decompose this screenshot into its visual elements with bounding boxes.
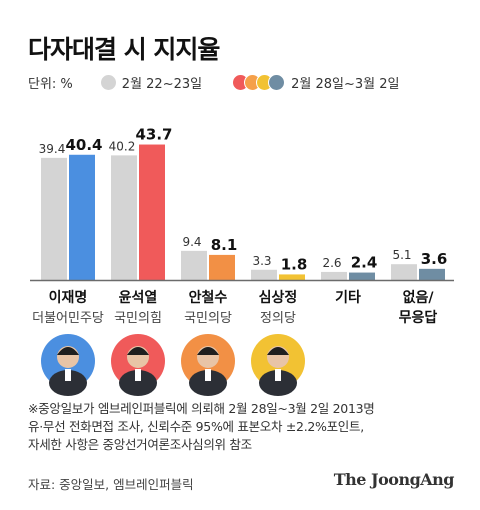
- bar-current-2: [209, 254, 235, 280]
- value-label-current-1: 43.7: [135, 126, 172, 144]
- value-label-prev-1: 40.2: [109, 139, 136, 153]
- chart-title: 다자대결 시 지지율: [28, 35, 220, 64]
- candidate-hair-3: [267, 347, 289, 355]
- category-label-3: 심상정: [259, 289, 298, 306]
- legend-label-current: 2월 28일~3월 2일: [291, 77, 400, 92]
- value-label-current-3: 1.8: [281, 255, 308, 273]
- value-label-current-0: 40.4: [65, 136, 102, 154]
- value-label-current-5: 3.6: [421, 250, 448, 268]
- bar-current-1: [139, 144, 165, 280]
- value-label-current-2: 8.1: [211, 236, 238, 254]
- candidate-body-1: [119, 370, 157, 396]
- note-line-2: 유·무선 전화면접 조사, 신뢰수준 95%에 표본오차 ±2.2%포인트,: [28, 419, 364, 434]
- bar-prev-5: [391, 264, 417, 280]
- category-label-1: 윤석열: [119, 289, 158, 306]
- legend-swatch-current: [232, 74, 286, 91]
- bar-prev-4: [321, 271, 347, 280]
- legend-swatch-prev: [100, 75, 116, 90]
- bar-prev-0: [41, 157, 67, 280]
- note-line-1: ※중앙일보가 엠브레인퍼블릭에 의뢰해 2월 28일~3월 2일 2013명: [28, 401, 375, 416]
- bar-current-0: [69, 154, 95, 280]
- bar-prev-3: [251, 269, 277, 280]
- candidate-collar-2: [205, 369, 211, 381]
- candidate-collar-3: [275, 369, 281, 381]
- candidate-collar-0: [65, 369, 71, 381]
- value-label-prev-0: 39.4: [39, 142, 66, 156]
- candidate-body-3: [259, 370, 297, 396]
- category-label-5-line2: 무응답: [399, 309, 438, 326]
- category-label-4: 기타: [335, 290, 361, 306]
- candidate-hair-0: [57, 347, 79, 355]
- legend-dot-gray: [268, 74, 286, 91]
- candidate-hair-2: [197, 347, 219, 355]
- category-label-0: 이재명: [49, 289, 88, 306]
- value-label-prev-4: 2.6: [322, 256, 341, 270]
- candidate-collar-1: [135, 369, 141, 381]
- survey-note: ※중앙일보가 엠브레인퍼블릭에 의뢰해 2월 28일~3월 2일 2013명 유…: [28, 400, 375, 454]
- bar-prev-2: [181, 250, 207, 280]
- category-label-5: 없음/: [403, 290, 435, 306]
- bar-current-4: [349, 272, 375, 280]
- brand-logo: The JoongAng: [333, 470, 455, 489]
- candidate-hair-1: [127, 347, 149, 355]
- party-label-1: 국민의힘: [114, 311, 162, 326]
- bar-current-3: [279, 274, 305, 280]
- bar-current-5: [419, 268, 445, 280]
- unit-label: 단위: %: [28, 77, 73, 92]
- value-label-prev-5: 5.1: [392, 248, 411, 262]
- value-label-prev-3: 3.3: [252, 254, 271, 268]
- party-label-3: 정의당: [260, 311, 296, 326]
- value-label-current-4: 2.4: [351, 254, 378, 272]
- legend-label-prev: 2월 22~23일: [121, 77, 203, 92]
- category-label-2: 안철수: [189, 289, 228, 306]
- legend: 단위: % 2월 22~23일 2월 28일~3월 2일: [28, 73, 399, 92]
- party-label-0: 더불어민주당: [32, 311, 104, 326]
- candidate-body-0: [49, 370, 87, 396]
- bar-prev-1: [111, 155, 137, 280]
- value-label-prev-2: 9.4: [182, 235, 201, 249]
- candidate-body-2: [189, 370, 227, 396]
- party-label-2: 국민의당: [184, 311, 232, 326]
- source-text: 자료: 중앙일보, 엠브레인퍼블릭: [28, 477, 194, 492]
- note-line-3: 자세한 사항은 중앙선거여론조사심의위 참조: [28, 437, 252, 452]
